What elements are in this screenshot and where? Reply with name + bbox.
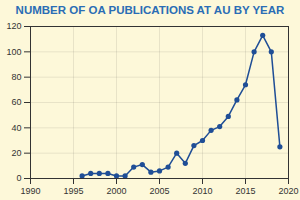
svg-text:2020: 2020	[278, 186, 298, 196]
svg-text:120: 120	[6, 21, 21, 31]
svg-text:80: 80	[11, 72, 21, 82]
svg-text:0: 0	[16, 173, 21, 183]
svg-text:2005: 2005	[149, 186, 169, 196]
svg-text:2000: 2000	[106, 186, 126, 196]
svg-text:40: 40	[11, 123, 21, 133]
svg-text:20: 20	[11, 148, 21, 158]
svg-text:60: 60	[11, 97, 21, 107]
svg-text:1995: 1995	[63, 186, 83, 196]
svg-text:100: 100	[6, 47, 21, 57]
svg-text:2010: 2010	[192, 186, 212, 196]
html-text:NUMBER OF OA PUBLICATIONS AT A: NUMBER OF OA PUBLICATIONS AT AU BY YEAR	[15, 4, 285, 16]
svg-text:2015: 2015	[235, 186, 255, 196]
svg-text:1990: 1990	[20, 186, 40, 196]
